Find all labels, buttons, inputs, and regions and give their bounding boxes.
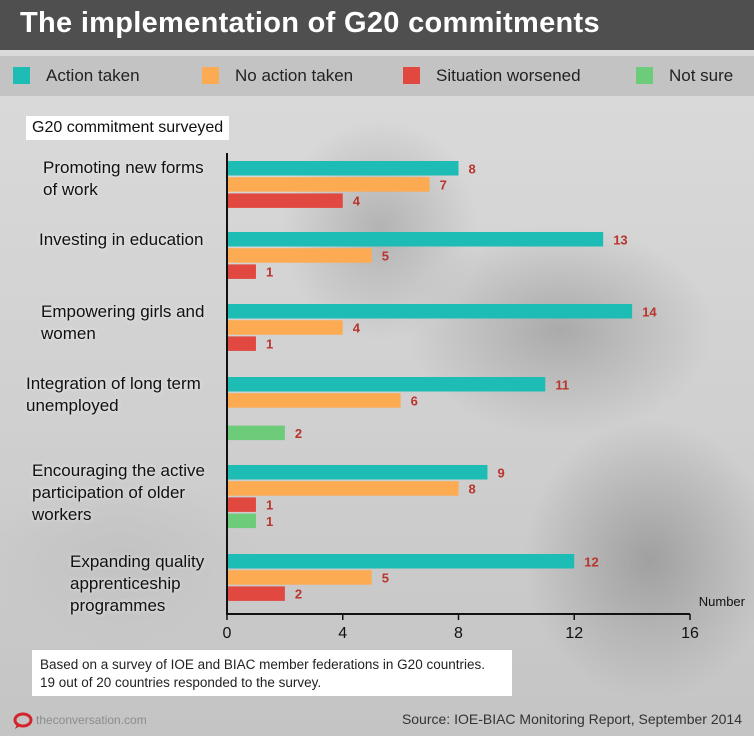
value-label-situation-worsened-promoting-new-forms-of-work: 4 <box>353 194 361 209</box>
category-label-integration-of-long-term-unemployed: Integration of long term unemployed <box>26 374 201 415</box>
category-label-empowering-girls-and-women: Empowering girls and women <box>41 302 205 343</box>
chart-title: The implementation of G20 commitments <box>20 7 600 39</box>
footer-source: Source: IOE-BIAC Monitoring Report, Sept… <box>401 711 742 727</box>
x-tick-label-12: 12 <box>565 625 583 642</box>
value-label-no-action-taken-integration-of-long-term-unemployed: 6 <box>411 393 418 408</box>
legend-label-not-sure: Not sure <box>669 66 734 85</box>
legend-swatch-situation-worsened <box>403 67 420 84</box>
value-label-situation-worsened-investing-in-education: 1 <box>266 265 273 280</box>
value-label-situation-worsened-encouraging-the-active-participation-of-older-workers: 1 <box>266 498 273 513</box>
value-label-not-sure-integration-of-long-term-unemployed: 2 <box>295 426 302 441</box>
survey-note-line-2: 19 out of 20 countries responded to the … <box>40 675 322 690</box>
bar-situation-worsened-empowering-girls-and-women <box>227 336 256 351</box>
value-label-no-action-taken-promoting-new-forms-of-work: 7 <box>440 177 447 192</box>
bar-situation-worsened-investing-in-education <box>227 264 256 279</box>
value-label-no-action-taken-encouraging-the-active-participation-of-older-workers: 8 <box>469 481 476 496</box>
value-label-no-action-taken-investing-in-education: 5 <box>382 248 389 263</box>
category-label-encouraging-older-workers: Encouraging the active participation of … <box>32 461 205 524</box>
bar-no-action-taken-investing-in-education <box>227 248 372 263</box>
x-tick-label-4: 4 <box>338 625 347 642</box>
bar-action-taken-empowering-girls-and-women <box>227 304 633 319</box>
category-label-investing-in-education: Investing in education <box>39 230 204 249</box>
value-label-action-taken-empowering-girls-and-women: 14 <box>642 304 657 319</box>
bar-situation-worsened-promoting-new-forms-of-work <box>227 193 343 208</box>
legend-swatch-action-taken <box>13 67 30 84</box>
category-label-expanding-apprenticeship-programmes: Expanding quality apprenticeship program… <box>70 552 205 615</box>
bar-action-taken-encouraging-the-active-participation-of-older-workers <box>227 465 488 480</box>
value-label-action-taken-encouraging-the-active-participation-of-older-workers: 9 <box>497 465 504 480</box>
bar-not-sure-integration-of-long-term-unemployed <box>227 425 285 441</box>
x-axis-title: Number <box>699 594 746 609</box>
value-label-action-taken-integration-of-long-term-unemployed: 11 <box>555 377 569 392</box>
bar-action-taken-promoting-new-forms-of-work <box>227 161 459 176</box>
bar-action-taken-expanding-quality-apprenticeship-programmes <box>227 554 575 569</box>
x-tick-label-16: 16 <box>681 625 699 642</box>
value-label-situation-worsened-empowering-girls-and-women: 1 <box>266 337 273 352</box>
bar-no-action-taken-expanding-quality-apprenticeship-programmes <box>227 570 372 585</box>
x-tick-label-8: 8 <box>454 625 463 642</box>
value-label-action-taken-investing-in-education: 13 <box>613 232 627 247</box>
bar-no-action-taken-encouraging-the-active-participation-of-older-workers <box>227 481 459 496</box>
category-label-promoting-new-forms-of-work: Promoting new forms of work <box>43 158 204 199</box>
bar-action-taken-investing-in-education <box>227 232 604 247</box>
survey-note: Based on a survey of IOE and BIAC member… <box>32 650 512 696</box>
footer-site: theconversation.com <box>36 713 147 727</box>
y-axis-title: G20 commitment surveyed <box>26 116 230 140</box>
value-label-not-sure-encouraging-the-active-participation-of-older-workers: 1 <box>266 514 273 529</box>
legend-label-action-taken: Action taken <box>46 66 140 85</box>
legend: Action taken No action taken Situation w… <box>0 56 754 96</box>
value-label-no-action-taken-empowering-girls-and-women: 4 <box>353 320 361 335</box>
value-label-action-taken-expanding-quality-apprenticeship-programmes: 12 <box>584 554 598 569</box>
bar-no-action-taken-empowering-girls-and-women <box>227 320 343 335</box>
bar-not-sure-encouraging-the-active-participation-of-older-workers <box>227 513 256 529</box>
conversation-logo-icon <box>13 712 33 729</box>
bar-situation-worsened-encouraging-the-active-participation-of-older-workers <box>227 497 256 512</box>
x-tick-label-0: 0 <box>223 625 232 642</box>
bar-no-action-taken-integration-of-long-term-unemployed <box>227 393 401 408</box>
value-label-no-action-taken-expanding-quality-apprenticeship-programmes: 5 <box>382 570 389 585</box>
value-label-action-taken-promoting-new-forms-of-work: 8 <box>469 161 476 176</box>
bar-situation-worsened-expanding-quality-apprenticeship-programmes <box>227 586 285 601</box>
legend-label-situation-worsened: Situation worsened <box>436 66 581 85</box>
legend-swatch-not-sure <box>636 67 653 84</box>
title-bar: The implementation of G20 commitments <box>0 0 754 50</box>
legend-swatch-no-action-taken <box>202 67 219 84</box>
value-label-situation-worsened-expanding-quality-apprenticeship-programmes: 2 <box>295 587 302 602</box>
bar-action-taken-integration-of-long-term-unemployed <box>227 377 546 392</box>
bar-no-action-taken-promoting-new-forms-of-work <box>227 177 430 192</box>
legend-label-no-action-taken: No action taken <box>235 66 354 85</box>
survey-note-line-1: Based on a survey of IOE and BIAC member… <box>40 657 485 672</box>
